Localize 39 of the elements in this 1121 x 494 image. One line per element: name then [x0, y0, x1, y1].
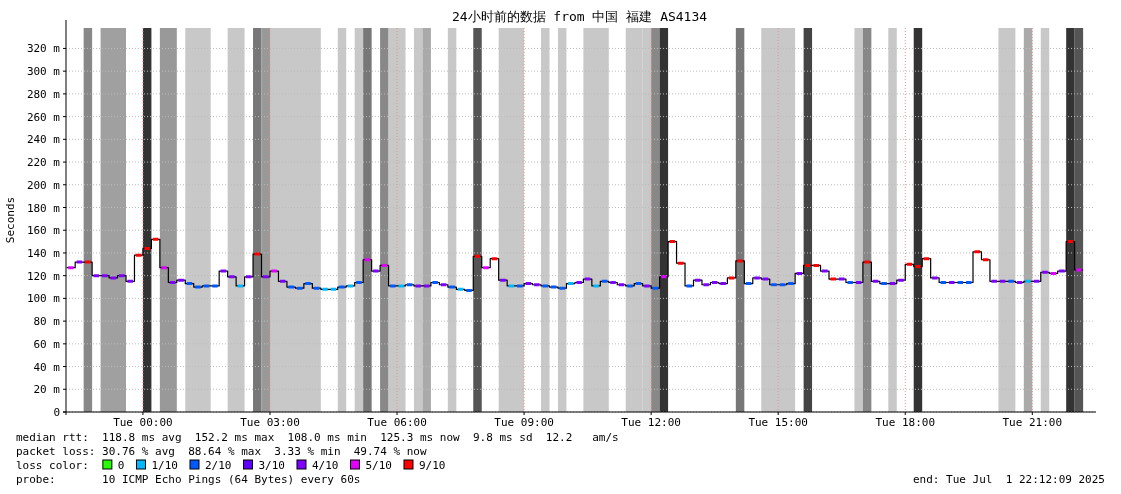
x-tick-label: Tue 12:00 [621, 416, 681, 429]
chart-title: 24小时前的数据 from 中国 福建 AS4134 [451, 9, 708, 24]
x-tick-label: Tue 00:00 [113, 416, 173, 429]
text: end: Tue Jul 1 22:12:09 2025 [912, 473, 1105, 486]
x-tick-label: Tue 15:00 [748, 416, 808, 429]
y-tick-label: 260 m [26, 110, 61, 124]
y-tick-label: 300 m [26, 65, 61, 79]
y-tick-label: 240 m [26, 133, 61, 147]
x-tick-label: Tue 03:00 [240, 416, 300, 429]
y-tick-label: 60 m [33, 337, 61, 351]
legend-label: 5/10 [365, 459, 392, 472]
text: probe: 10 ICMP Echo Pings (64 Bytes) every 60s [16, 473, 361, 486]
y-tick-label: 180 m [26, 201, 61, 215]
legend-label: 0 [117, 459, 125, 472]
legend-label: 4/10 [311, 459, 339, 472]
legend-label: 9/10 [418, 459, 446, 472]
y-tick-label: 20 m [33, 383, 61, 397]
x-tick-label: Tue 21:00 [1002, 416, 1063, 429]
y-tick-label: 220 m [26, 156, 61, 170]
x-tick-label: Tue 06:00 [367, 416, 427, 429]
y-tick-label: 320 m [26, 42, 61, 56]
text: median rtt: 118.8 ms avg 152.2 ms max 108.0 ms min 125.3 ms now 9.8 ms sd 12.2 am/s [16, 431, 619, 444]
x-tick-label: Tue 09:00 [494, 416, 554, 429]
legend-label: 2/10 [204, 459, 232, 472]
y-tick-label: 120 m [26, 269, 61, 283]
y-tick-label: 140 m [26, 246, 61, 260]
y-tick-label: 280 m [26, 87, 61, 101]
y-tick-label: 0 [53, 406, 60, 419]
y-tick-label: 100 m [26, 292, 61, 306]
y-tick-label: 200 m [26, 178, 61, 192]
legend-label: 3/10 [258, 459, 285, 472]
x-tick-label: Tue 18:00 [875, 416, 936, 429]
y-tick-label: 80 m [33, 315, 61, 329]
text: packet loss: 30.76 % avg 88.64 % max 3.33 % min 49.74 % now [16, 445, 427, 458]
y-tick-label: 160 m [26, 224, 61, 238]
legend-label: 1/10 [151, 459, 178, 472]
y-tick-label: 40 m [33, 360, 61, 374]
y-axis-title: Seconds [4, 196, 17, 244]
legend-title: loss color: [16, 459, 89, 472]
